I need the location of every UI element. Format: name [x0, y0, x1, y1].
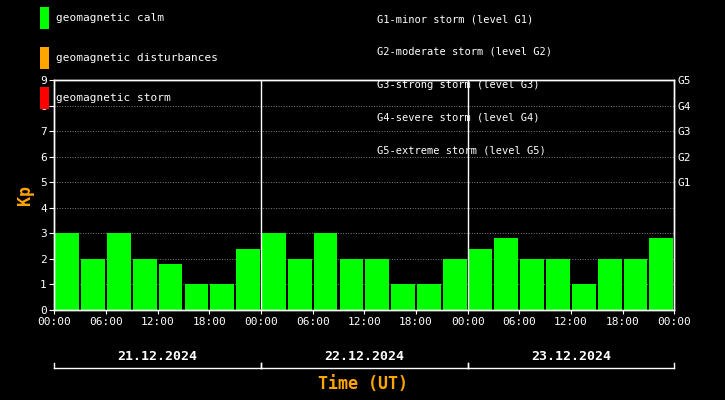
Bar — [365, 259, 389, 310]
Bar — [210, 284, 234, 310]
Bar — [339, 259, 363, 310]
Bar — [236, 249, 260, 310]
Text: geomagnetic storm: geomagnetic storm — [56, 93, 170, 103]
Text: 22.12.2024: 22.12.2024 — [324, 350, 405, 362]
Text: 23.12.2024: 23.12.2024 — [531, 350, 611, 362]
Text: G3-strong storm (level G3): G3-strong storm (level G3) — [377, 80, 539, 90]
Bar — [624, 259, 647, 310]
Text: 21.12.2024: 21.12.2024 — [117, 350, 198, 362]
Bar — [55, 233, 79, 310]
Text: geomagnetic disturbances: geomagnetic disturbances — [56, 53, 218, 63]
Bar — [546, 259, 570, 310]
Bar — [417, 284, 441, 310]
Text: G2-moderate storm (level G2): G2-moderate storm (level G2) — [377, 47, 552, 57]
Bar — [159, 264, 183, 310]
Bar — [288, 259, 312, 310]
Text: geomagnetic calm: geomagnetic calm — [56, 13, 164, 23]
Bar — [650, 238, 674, 310]
Bar — [443, 259, 467, 310]
Bar — [262, 233, 286, 310]
Text: G5-extreme storm (level G5): G5-extreme storm (level G5) — [377, 145, 546, 155]
Bar — [468, 249, 492, 310]
Bar — [314, 233, 337, 310]
Bar — [521, 259, 544, 310]
Bar — [133, 259, 157, 310]
Bar — [494, 238, 518, 310]
Bar — [81, 259, 105, 310]
Text: G4-severe storm (level G4): G4-severe storm (level G4) — [377, 112, 539, 122]
Text: Time (UT): Time (UT) — [318, 375, 407, 393]
Bar — [392, 284, 415, 310]
Bar — [572, 284, 596, 310]
Bar — [598, 259, 621, 310]
Text: G1-minor storm (level G1): G1-minor storm (level G1) — [377, 14, 534, 24]
Bar — [107, 233, 130, 310]
Y-axis label: Kp: Kp — [17, 185, 34, 205]
Bar — [185, 284, 208, 310]
